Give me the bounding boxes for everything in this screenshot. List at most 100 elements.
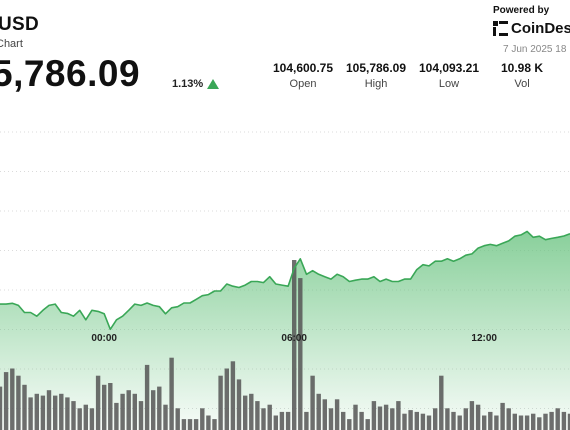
volume-bar <box>482 415 487 430</box>
volume-bar <box>524 415 530 430</box>
volume-bar <box>77 408 82 430</box>
volume-bar <box>224 368 229 430</box>
x-tick-label: 00:00 <box>91 333 117 344</box>
stat-high: 105,786.09 High <box>336 61 416 90</box>
volume-bar <box>285 411 291 430</box>
price-line <box>0 230 570 331</box>
volume-bar <box>390 408 395 430</box>
volume-bar <box>304 411 309 430</box>
stat-high-label: High <box>364 78 388 90</box>
volume-bar <box>59 393 64 430</box>
volume-bar <box>243 395 248 430</box>
volume-bar <box>16 375 21 430</box>
volume-bar <box>200 408 205 430</box>
volume-bar <box>518 415 524 430</box>
volume-bar <box>316 393 321 430</box>
volume-bar <box>322 399 327 430</box>
change-percent: 1.13% <box>172 78 204 90</box>
volume-bar <box>34 393 39 430</box>
volume-bar <box>193 419 199 430</box>
volume-bar <box>494 415 499 430</box>
volume-bar <box>169 357 174 430</box>
volume-bar <box>218 375 223 430</box>
volume-bar <box>567 413 570 430</box>
volume-bar <box>371 401 377 430</box>
volume-bar <box>328 408 334 430</box>
stat-low: 104,093.21 Low <box>409 61 489 90</box>
volume-bar <box>334 399 340 430</box>
stat-low-label: Low <box>438 78 460 90</box>
volume-bar <box>347 419 352 430</box>
volume-bar <box>341 411 346 430</box>
chart-date: 7 Jun 2025 18 <box>503 44 567 55</box>
stat-open-label: Open <box>289 78 317 90</box>
volume-bar <box>365 419 370 430</box>
x-tick-label: 12:00 <box>471 333 497 344</box>
volume-bar <box>261 408 266 430</box>
volume-bar <box>120 393 125 430</box>
volume-bar <box>383 404 389 430</box>
volume-bar <box>83 404 88 430</box>
price-area <box>0 231 570 430</box>
volume-bar <box>175 408 180 430</box>
pair-title: USD <box>0 14 40 35</box>
volume-bar <box>457 415 462 430</box>
volume-bar <box>555 408 560 430</box>
volume-bar <box>95 375 101 430</box>
volume-bar <box>151 390 156 430</box>
volume-bar <box>512 413 517 430</box>
stat-low-value: 104,093.21 <box>418 61 480 75</box>
volume-bar <box>426 415 432 430</box>
volume-bar <box>181 419 187 430</box>
stat-vol-label: Vol <box>514 78 530 90</box>
volume-bar <box>102 384 107 430</box>
volume-bar <box>408 410 413 430</box>
volume-bar <box>108 383 113 430</box>
volume-bar <box>500 402 505 430</box>
volume-bar <box>138 401 144 430</box>
volume-bar <box>65 397 70 430</box>
volume-bar <box>279 411 285 430</box>
volume-bar <box>433 408 438 430</box>
brand-link[interactable]: CoinDes <box>493 20 570 37</box>
current-price: 5,786.09 <box>0 53 141 94</box>
coindesk-logo-icon <box>493 21 508 36</box>
volume-bar <box>267 404 272 430</box>
volume-bar <box>132 393 137 430</box>
volume-bar <box>28 397 33 430</box>
stat-open-value: 104,600.75 <box>272 61 334 75</box>
stat-vol: 10.98 K Vol <box>482 61 562 90</box>
volume-bar <box>163 404 168 430</box>
volume-bar <box>359 411 364 430</box>
volume-bar <box>40 395 46 430</box>
volume-bar <box>549 411 554 430</box>
volume-bar <box>10 368 15 430</box>
volume-bar <box>439 375 444 430</box>
volume-bar <box>126 390 131 430</box>
stat-vol-value: 10.98 K <box>500 61 544 75</box>
volume-bar <box>206 415 211 430</box>
volume-bar <box>531 413 536 430</box>
volume-bar <box>22 384 27 430</box>
volume-bar <box>561 411 567 430</box>
volume-bar <box>144 364 150 430</box>
volume-bar <box>187 419 193 430</box>
volume-bar <box>420 413 426 430</box>
volume-bar <box>506 408 511 430</box>
volume-bar <box>543 413 548 430</box>
volume-bar <box>353 404 358 430</box>
volume-bar <box>3 372 9 430</box>
volume-bar <box>377 406 383 430</box>
volume-bar <box>230 361 236 430</box>
powered-by-text: Powered by <box>493 5 550 16</box>
volume-bar <box>298 278 303 430</box>
volume-bar <box>0 386 3 430</box>
volume-bar <box>157 386 162 430</box>
up-arrow-icon <box>207 79 219 89</box>
volume-bar <box>236 379 242 430</box>
volume-bar <box>451 411 456 430</box>
volume-bar <box>310 375 315 430</box>
volume-bar <box>273 415 278 430</box>
stat-high-value: 105,786.09 <box>345 61 407 75</box>
